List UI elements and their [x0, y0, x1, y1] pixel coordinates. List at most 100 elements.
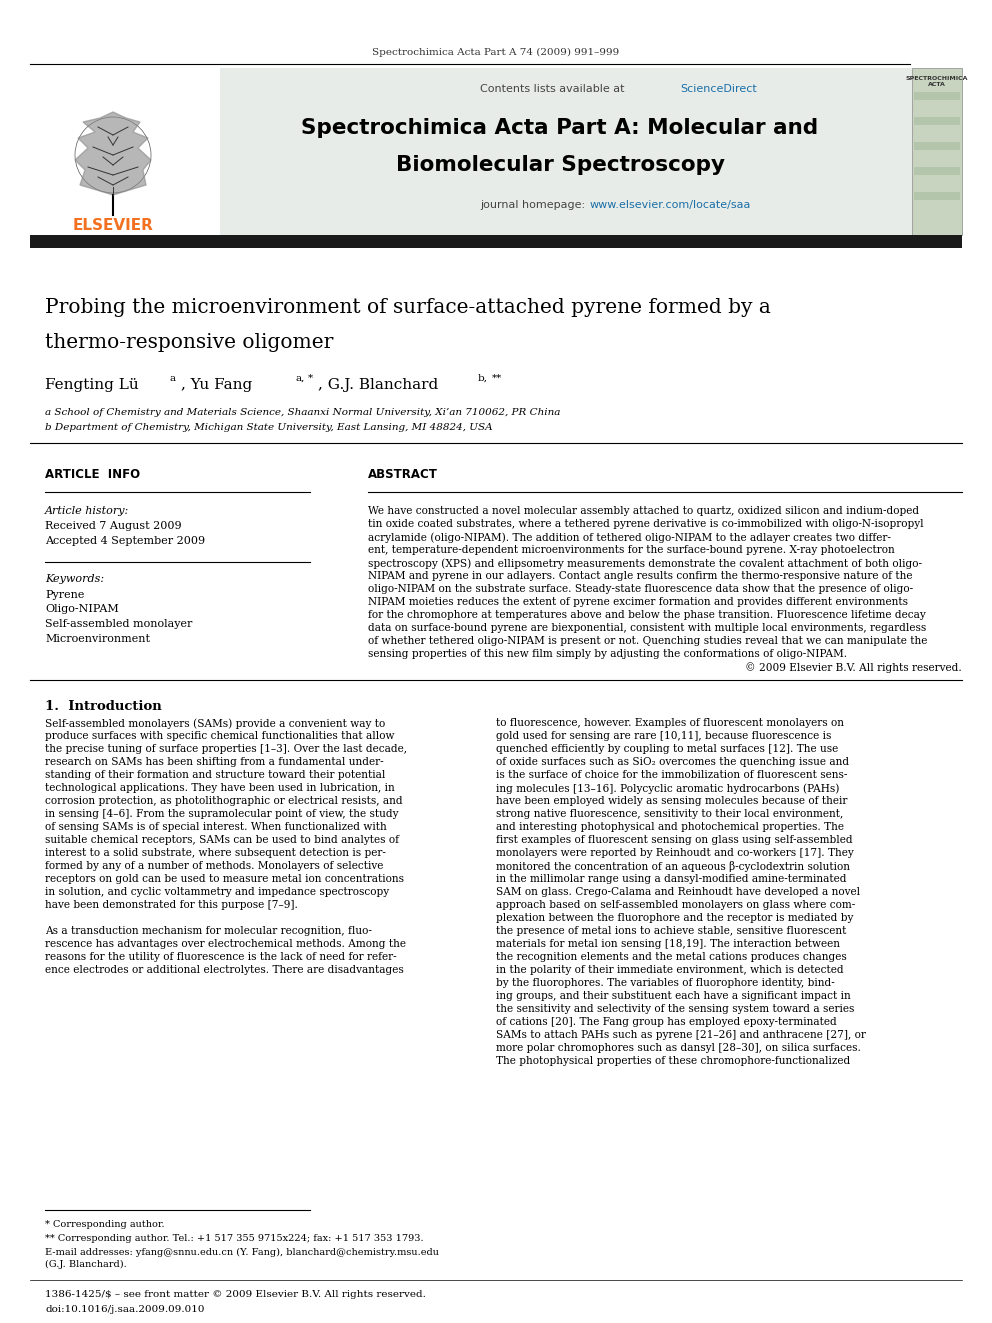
- Polygon shape: [75, 112, 151, 194]
- Text: Article history:: Article history:: [45, 505, 129, 516]
- Bar: [912, 67, 962, 235]
- Bar: [220, 67, 912, 235]
- Text: approach based on self-assembled monolayers on glass where com-: approach based on self-assembled monolay…: [496, 900, 855, 910]
- Text: the presence of metal ions to achieve stable, sensitive fluorescent: the presence of metal ions to achieve st…: [496, 926, 846, 935]
- Text: Pyrene: Pyrene: [45, 590, 84, 601]
- Text: NIPAM moieties reduces the extent of pyrene excimer formation and provides diffe: NIPAM moieties reduces the extent of pyr…: [368, 597, 908, 607]
- Text: materials for metal ion sensing [18,19]. The interaction between: materials for metal ion sensing [18,19].…: [496, 939, 840, 949]
- Text: technological applications. They have been used in lubrication, in: technological applications. They have be…: [45, 783, 395, 792]
- Text: Spectrochimica Acta Part A: Molecular and: Spectrochimica Acta Part A: Molecular an…: [302, 118, 818, 138]
- Text: ent, temperature-dependent microenvironments for the surface-bound pyrene. X-ray: ent, temperature-dependent microenvironm…: [368, 545, 895, 556]
- Text: acrylamide (oligo-NIPAM). The addition of tethered oligo-NIPAM to the adlayer cr: acrylamide (oligo-NIPAM). The addition o…: [368, 532, 891, 542]
- Text: the precise tuning of surface properties [1–3]. Over the last decade,: the precise tuning of surface properties…: [45, 744, 407, 754]
- Text: Accepted 4 September 2009: Accepted 4 September 2009: [45, 536, 205, 546]
- Text: journal homepage:: journal homepage:: [480, 200, 588, 210]
- Text: * Corresponding author.: * Corresponding author.: [45, 1220, 165, 1229]
- Text: interest to a solid substrate, where subsequent detection is per-: interest to a solid substrate, where sub…: [45, 848, 386, 859]
- Text: data on surface-bound pyrene are biexponential, consistent with multiple local e: data on surface-bound pyrene are biexpon…: [368, 623, 927, 632]
- Text: in solution, and cyclic voltammetry and impedance spectroscopy: in solution, and cyclic voltammetry and …: [45, 886, 389, 897]
- Text: produce surfaces with specific chemical functionalities that allow: produce surfaces with specific chemical …: [45, 732, 395, 741]
- Text: ence electrodes or additional electrolytes. There are disadvantages: ence electrodes or additional electrolyt…: [45, 964, 404, 975]
- Text: corrosion protection, as photolithographic or electrical resists, and: corrosion protection, as photolithograph…: [45, 796, 403, 806]
- Text: SAM on glass. Crego-Calama and Reinhoudt have developed a novel: SAM on glass. Crego-Calama and Reinhoudt…: [496, 886, 860, 897]
- Text: b Department of Chemistry, Michigan State University, East Lansing, MI 48824, US: b Department of Chemistry, Michigan Stat…: [45, 423, 493, 433]
- Bar: [914, 142, 960, 149]
- Text: have been demonstrated for this purpose [7–9].: have been demonstrated for this purpose …: [45, 900, 298, 910]
- Text: NIPAM and pyrene in our adlayers. Contact angle results confirm the thermo-respo: NIPAM and pyrene in our adlayers. Contac…: [368, 572, 913, 581]
- Text: rescence has advantages over electrochemical methods. Among the: rescence has advantages over electrochem…: [45, 939, 406, 949]
- Text: **: **: [492, 374, 502, 382]
- Text: monolayers were reported by Reinhoudt and co-workers [17]. They: monolayers were reported by Reinhoudt an…: [496, 848, 854, 859]
- Text: first examples of fluorescent sensing on glass using self-assembled: first examples of fluorescent sensing on…: [496, 835, 853, 845]
- Text: ARTICLE  INFO: ARTICLE INFO: [45, 468, 140, 482]
- Text: in the millimolar range using a dansyl-modified amine-terminated: in the millimolar range using a dansyl-m…: [496, 875, 846, 884]
- Text: standing of their formation and structure toward their potential: standing of their formation and structur…: [45, 770, 385, 781]
- Bar: [914, 116, 960, 124]
- Text: Received 7 August 2009: Received 7 August 2009: [45, 521, 182, 531]
- Text: in sensing [4–6]. From the supramolecular point of view, the study: in sensing [4–6]. From the supramolecula…: [45, 808, 399, 819]
- Text: in the polarity of their immediate environment, which is detected: in the polarity of their immediate envir…: [496, 964, 843, 975]
- Text: a School of Chemistry and Materials Science, Shaanxi Normal University, Xi’an 71: a School of Chemistry and Materials Scie…: [45, 407, 560, 417]
- Text: The photophysical properties of these chromophore-functionalized: The photophysical properties of these ch…: [496, 1056, 850, 1066]
- Text: 1386-1425/$ – see front matter © 2009 Elsevier B.V. All rights reserved.: 1386-1425/$ – see front matter © 2009 El…: [45, 1290, 426, 1299]
- Text: quenched efficiently by coupling to metal surfaces [12]. The use: quenched efficiently by coupling to meta…: [496, 744, 838, 754]
- Text: Probing the microenvironment of surface-attached pyrene formed by a: Probing the microenvironment of surface-…: [45, 298, 771, 318]
- Text: Spectrochimica Acta Part A 74 (2009) 991–999: Spectrochimica Acta Part A 74 (2009) 991…: [372, 48, 620, 57]
- Text: SPECTROCHIMICA
ACTA: SPECTROCHIMICA ACTA: [906, 75, 968, 87]
- Text: thermo-responsive oligomer: thermo-responsive oligomer: [45, 333, 333, 352]
- Text: to fluorescence, however. Examples of fluorescent monolayers on: to fluorescence, however. Examples of fl…: [496, 718, 844, 728]
- Text: (G.J. Blanchard).: (G.J. Blanchard).: [45, 1259, 127, 1269]
- Text: suitable chemical receptors, SAMs can be used to bind analytes of: suitable chemical receptors, SAMs can be…: [45, 835, 399, 845]
- Text: of cations [20]. The Fang group has employed epoxy-terminated: of cations [20]. The Fang group has empl…: [496, 1017, 836, 1027]
- Text: spectroscopy (XPS) and ellipsometry measurements demonstrate the covalent attach: spectroscopy (XPS) and ellipsometry meas…: [368, 558, 922, 569]
- Text: , G.J. Blanchard: , G.J. Blanchard: [318, 378, 438, 392]
- Text: strong native fluorescence, sensitivity to their local environment,: strong native fluorescence, sensitivity …: [496, 808, 843, 819]
- Text: ing groups, and their substituent each have a significant impact in: ing groups, and their substituent each h…: [496, 991, 851, 1002]
- Text: Biomolecular Spectroscopy: Biomolecular Spectroscopy: [396, 155, 724, 175]
- Bar: [914, 93, 960, 101]
- Text: , Yu Fang: , Yu Fang: [181, 378, 252, 392]
- Text: Keywords:: Keywords:: [45, 574, 104, 583]
- Text: a: a: [170, 374, 177, 382]
- Text: Self-assembled monolayers (SAMs) provide a convenient way to: Self-assembled monolayers (SAMs) provide…: [45, 718, 385, 729]
- Text: Contents lists available at: Contents lists available at: [480, 83, 628, 94]
- Text: ing molecules [13–16]. Polycyclic aromatic hydrocarbons (PAHs): ing molecules [13–16]. Polycyclic aromat…: [496, 783, 839, 794]
- Text: oligo-NIPAM on the substrate surface. Steady-state fluorescence data show that t: oligo-NIPAM on the substrate surface. St…: [368, 583, 913, 594]
- Text: Oligo-NIPAM: Oligo-NIPAM: [45, 605, 119, 614]
- Text: and interesting photophysical and photochemical properties. The: and interesting photophysical and photoc…: [496, 822, 844, 832]
- Text: of sensing SAMs is of special interest. When functionalized with: of sensing SAMs is of special interest. …: [45, 822, 387, 832]
- Text: of oxide surfaces such as SiO₂ overcomes the quenching issue and: of oxide surfaces such as SiO₂ overcomes…: [496, 757, 849, 767]
- Text: gold used for sensing are rare [10,11], because fluorescence is: gold used for sensing are rare [10,11], …: [496, 732, 831, 741]
- Text: As a transduction mechanism for molecular recognition, fluo-: As a transduction mechanism for molecula…: [45, 926, 372, 935]
- Bar: [914, 192, 960, 200]
- Text: the recognition elements and the metal cations produces changes: the recognition elements and the metal c…: [496, 953, 847, 962]
- Text: E-mail addresses: yfang@snnu.edu.cn (Y. Fang), blanchard@chemistry.msu.edu: E-mail addresses: yfang@snnu.edu.cn (Y. …: [45, 1248, 439, 1257]
- Bar: [30, 235, 962, 247]
- Text: © 2009 Elsevier B.V. All rights reserved.: © 2009 Elsevier B.V. All rights reserved…: [745, 662, 962, 673]
- Text: the sensitivity and selectivity of the sensing system toward a series: the sensitivity and selectivity of the s…: [496, 1004, 854, 1013]
- Text: sensing properties of this new film simply by adjusting the conformations of oli: sensing properties of this new film simp…: [368, 650, 847, 659]
- Text: research on SAMs has been shifting from a fundamental under-: research on SAMs has been shifting from …: [45, 757, 384, 767]
- Text: is the surface of choice for the immobilization of fluorescent sens-: is the surface of choice for the immobil…: [496, 770, 847, 781]
- Text: SAMs to attach PAHs such as pyrene [21–26] and anthracene [27], or: SAMs to attach PAHs such as pyrene [21–2…: [496, 1031, 866, 1040]
- Text: plexation between the fluorophore and the receptor is mediated by: plexation between the fluorophore and th…: [496, 913, 853, 923]
- Text: ELSEVIER: ELSEVIER: [72, 218, 154, 233]
- Text: Microenvironment: Microenvironment: [45, 634, 150, 643]
- Text: by the fluorophores. The variables of fluorophore identity, bind-: by the fluorophores. The variables of fl…: [496, 978, 834, 988]
- Bar: [914, 167, 960, 175]
- Text: *: *: [308, 374, 313, 382]
- Text: www.elsevier.com/locate/saa: www.elsevier.com/locate/saa: [590, 200, 751, 210]
- Text: for the chromophore at temperatures above and below the phase transition. Fluore: for the chromophore at temperatures abov…: [368, 610, 926, 620]
- Text: receptors on gold can be used to measure metal ion concentrations: receptors on gold can be used to measure…: [45, 875, 404, 884]
- Text: formed by any of a number of methods. Monolayers of selective: formed by any of a number of methods. Mo…: [45, 861, 383, 871]
- Text: ScienceDirect: ScienceDirect: [680, 83, 757, 94]
- Text: have been employed widely as sensing molecules because of their: have been employed widely as sensing mol…: [496, 796, 847, 806]
- Text: more polar chromophores such as dansyl [28–30], on silica surfaces.: more polar chromophores such as dansyl […: [496, 1043, 861, 1053]
- Text: 1.  Introduction: 1. Introduction: [45, 700, 162, 713]
- Text: reasons for the utility of fluorescence is the lack of need for refer-: reasons for the utility of fluorescence …: [45, 953, 397, 962]
- Text: monitored the concentration of an aqueous β-cyclodextrin solution: monitored the concentration of an aqueou…: [496, 861, 850, 872]
- Text: We have constructed a novel molecular assembly attached to quartz, oxidized sili: We have constructed a novel molecular as…: [368, 505, 920, 516]
- Text: ABSTRACT: ABSTRACT: [368, 468, 437, 482]
- Text: tin oxide coated substrates, where a tethered pyrene derivative is co-immobilize: tin oxide coated substrates, where a tet…: [368, 519, 924, 529]
- Text: Self-assembled monolayer: Self-assembled monolayer: [45, 619, 192, 628]
